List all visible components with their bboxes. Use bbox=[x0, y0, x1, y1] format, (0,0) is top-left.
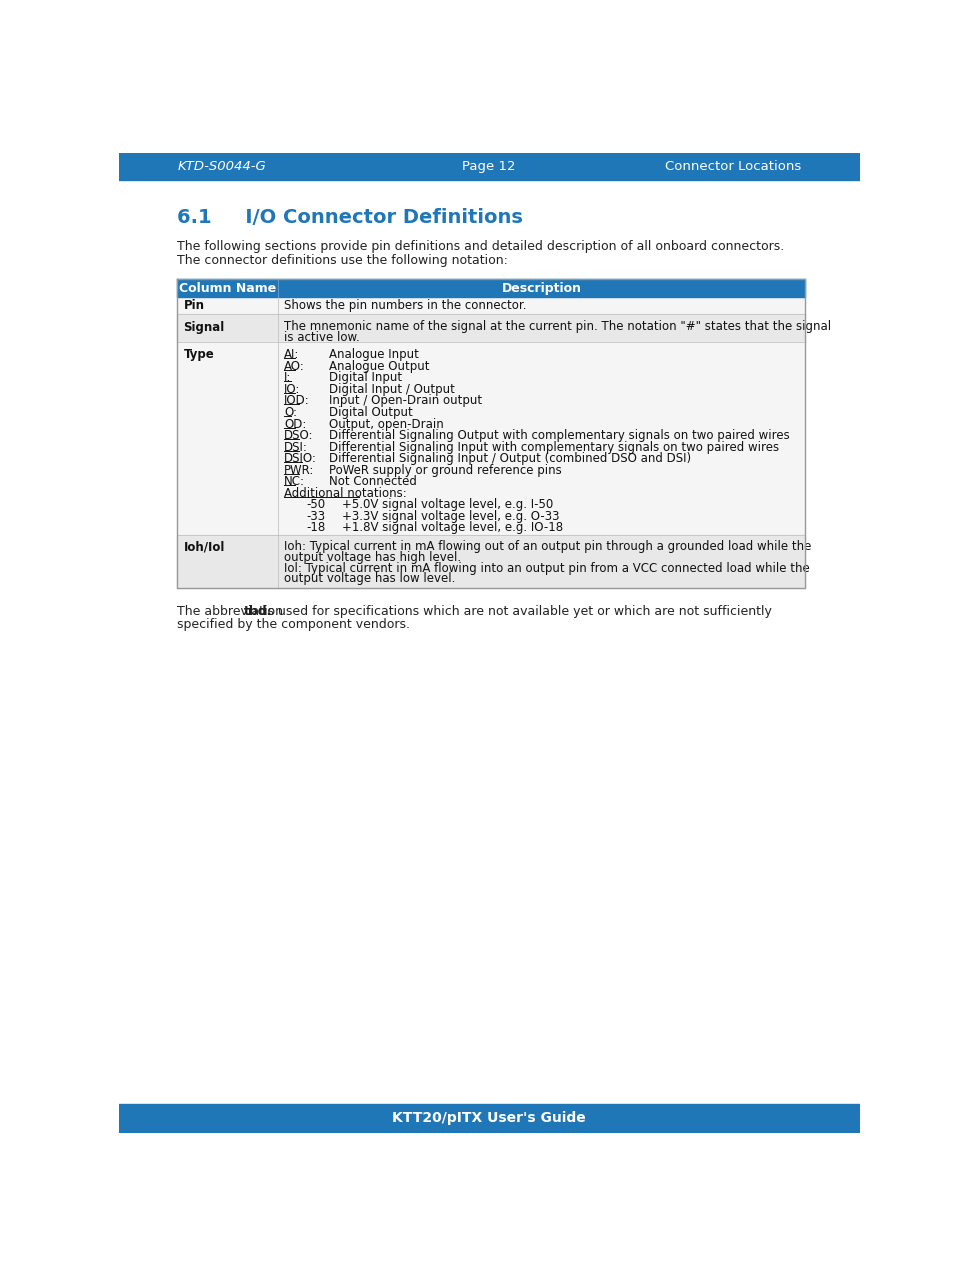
Text: Analogue Output: Analogue Output bbox=[329, 360, 429, 373]
Text: Input / Open-Drain output: Input / Open-Drain output bbox=[329, 394, 482, 407]
Text: Pin: Pin bbox=[183, 299, 204, 313]
Text: Not Connected: Not Connected bbox=[329, 476, 416, 488]
Text: KTT20/pITX User's Guide: KTT20/pITX User's Guide bbox=[392, 1112, 585, 1126]
Text: Output, open-Drain: Output, open-Drain bbox=[329, 417, 443, 430]
Text: Differential Signaling Input with complementary signals on two paired wires: Differential Signaling Input with comple… bbox=[329, 440, 779, 454]
Text: DSO:: DSO: bbox=[284, 429, 314, 443]
Text: tbd.: tbd. bbox=[243, 605, 272, 618]
Text: The connector definitions use the following notation:: The connector definitions use the follow… bbox=[177, 254, 508, 267]
Text: Type: Type bbox=[183, 349, 214, 361]
Text: is used for specifications which are not available yet or which are not sufficie: is used for specifications which are not… bbox=[260, 605, 771, 618]
Text: Shows the pin numbers in the connector.: Shows the pin numbers in the connector. bbox=[284, 299, 526, 313]
Text: The following sections provide pin definitions and detailed description of all o: The following sections provide pin defin… bbox=[177, 240, 783, 253]
Text: Differential Signaling Input / Output (combined DSO and DSI): Differential Signaling Input / Output (c… bbox=[329, 452, 691, 466]
Text: output voltage has low level.: output voltage has low level. bbox=[284, 572, 456, 585]
Text: specified by the component vendors.: specified by the component vendors. bbox=[177, 618, 410, 631]
Text: +3.3V signal voltage level, e.g. O-33: +3.3V signal voltage level, e.g. O-33 bbox=[342, 510, 559, 523]
Text: IO:: IO: bbox=[284, 383, 300, 396]
Text: Digital Output: Digital Output bbox=[329, 406, 413, 418]
Text: is active low.: is active low. bbox=[284, 331, 359, 345]
Text: -33: -33 bbox=[306, 510, 325, 523]
Text: -18: -18 bbox=[306, 522, 325, 534]
Text: Column Name: Column Name bbox=[179, 281, 276, 295]
Text: O:: O: bbox=[284, 406, 297, 418]
Text: Additional notations:: Additional notations: bbox=[284, 487, 407, 500]
Text: output voltage has high level.: output voltage has high level. bbox=[284, 551, 461, 563]
Text: +1.8V signal voltage level, e.g. IO-18: +1.8V signal voltage level, e.g. IO-18 bbox=[342, 522, 563, 534]
Text: PoWeR supply or ground reference pins: PoWeR supply or ground reference pins bbox=[329, 464, 561, 477]
Text: Digital Input: Digital Input bbox=[329, 371, 402, 384]
Text: AI:: AI: bbox=[284, 349, 299, 361]
Text: DSIO:: DSIO: bbox=[284, 452, 316, 466]
Text: -50: -50 bbox=[306, 499, 325, 511]
Text: The mnemonic name of the signal at the current pin. The notation "#" states that: The mnemonic name of the signal at the c… bbox=[284, 319, 831, 333]
Text: NC:: NC: bbox=[284, 476, 305, 488]
Text: Iol: Typical current in mA flowing into an output pin from a VCC connected load : Iol: Typical current in mA flowing into … bbox=[284, 561, 809, 575]
Text: IOD:: IOD: bbox=[284, 394, 310, 407]
Text: PWR:: PWR: bbox=[284, 464, 314, 477]
Text: OD:: OD: bbox=[284, 417, 306, 430]
Text: Page 12: Page 12 bbox=[461, 160, 516, 173]
Text: Ioh: Typical current in mA flowing out of an output pin through a grounded load : Ioh: Typical current in mA flowing out o… bbox=[284, 539, 811, 553]
Text: Differential Signaling Output with complementary signals on two paired wires: Differential Signaling Output with compl… bbox=[329, 429, 789, 443]
Text: Connector Locations: Connector Locations bbox=[664, 160, 801, 173]
Text: 6.1     I/O Connector Definitions: 6.1 I/O Connector Definitions bbox=[177, 209, 522, 228]
Text: AO:: AO: bbox=[284, 360, 305, 373]
Text: +5.0V signal voltage level, e.g. I-50: +5.0V signal voltage level, e.g. I-50 bbox=[342, 499, 553, 511]
Text: Description: Description bbox=[501, 281, 581, 295]
Text: Digital Input / Output: Digital Input / Output bbox=[329, 383, 455, 396]
Text: Ioh/Iol: Ioh/Iol bbox=[183, 541, 225, 553]
Text: DSI:: DSI: bbox=[284, 440, 308, 454]
Text: Analogue Input: Analogue Input bbox=[329, 349, 418, 361]
Text: KTD-S0044-G: KTD-S0044-G bbox=[177, 160, 266, 173]
Text: The abbreviation: The abbreviation bbox=[177, 605, 287, 618]
Text: I:: I: bbox=[284, 371, 292, 384]
Text: Signal: Signal bbox=[183, 321, 225, 333]
